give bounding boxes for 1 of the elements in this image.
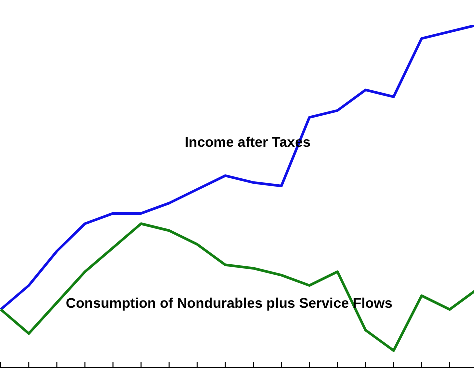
- series-label: Consumption of Nondurables plus Service Flows: [66, 295, 393, 311]
